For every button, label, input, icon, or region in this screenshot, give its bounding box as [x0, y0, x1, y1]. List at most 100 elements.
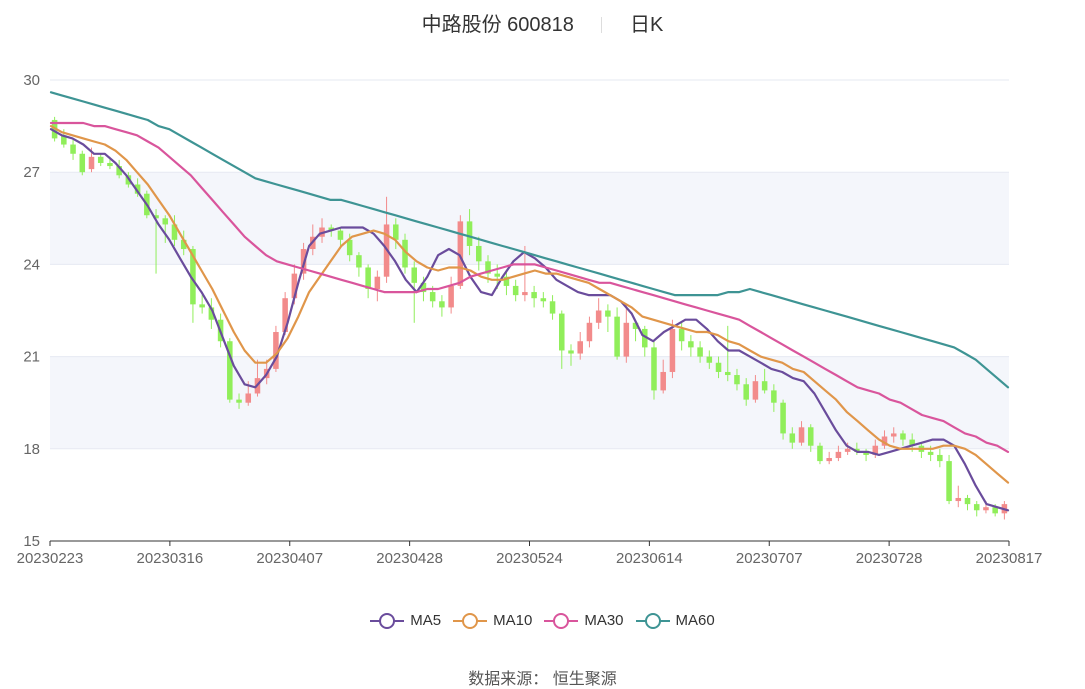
ma30-line: [49, 121, 1010, 453]
candle-down: [503, 276, 510, 286]
plot-background: [50, 172, 1009, 449]
candle-down: [70, 144, 76, 154]
ma5-line: [49, 128, 1010, 512]
candle-down: [429, 292, 436, 302]
title-separator: [601, 17, 603, 33]
x-tick-label: 20230316: [137, 550, 204, 567]
candle-down: [439, 301, 445, 308]
y-tick-label: 24: [23, 256, 40, 273]
candle-down: [180, 239, 187, 250]
legend-item-ma60[interactable]: MA60: [635, 612, 715, 629]
x-tick-label: 20230817: [976, 550, 1043, 567]
candle-down: [337, 230, 344, 240]
candle-down: [190, 249, 196, 305]
candle-down: [79, 153, 86, 173]
candle-down: [494, 273, 500, 277]
stock-name: 中路股份 600818: [421, 14, 574, 36]
candle-down: [162, 218, 169, 225]
y-tick-label: 15: [23, 533, 40, 550]
legend-marker-dot: [462, 612, 479, 629]
candle-down: [411, 267, 418, 283]
data-source: 数据来源： 恒生聚源: [468, 671, 617, 688]
candle-down: [641, 328, 648, 348]
candle-up: [245, 393, 252, 403]
candle-up: [623, 322, 630, 357]
candle-down: [900, 433, 906, 440]
candle-down: [678, 328, 685, 342]
candle-down: [734, 375, 740, 385]
plot-band: [50, 356, 1009, 449]
candle-down: [328, 227, 335, 231]
candle-down: [863, 451, 869, 455]
candle-down: [780, 402, 786, 434]
legend-marker-icon: [370, 612, 405, 629]
ma60-line: [49, 91, 1010, 389]
candle-down: [107, 162, 113, 167]
legend-marker-icon: [635, 612, 670, 629]
gridlines: [50, 79, 1009, 542]
y-tick-label: 27: [23, 164, 40, 181]
candle-down: [688, 341, 694, 348]
candle-down: [771, 390, 777, 403]
y-tick-label: 30: [23, 72, 40, 89]
candle-down: [346, 239, 353, 256]
candle-down: [356, 255, 362, 268]
candle-down: [61, 135, 67, 145]
candle-up: [881, 436, 888, 446]
candle-down: [540, 298, 547, 302]
candle-down: [420, 282, 427, 293]
x-tick-label: 20230728: [856, 550, 923, 567]
candle-up: [890, 433, 897, 437]
candle-up: [872, 445, 879, 455]
x-tick-label: 20230524: [496, 550, 563, 567]
x-tick-label: 20230614: [616, 550, 683, 567]
candle-down: [715, 362, 722, 372]
legend-label: MA10: [493, 612, 533, 629]
legend-marker-icon: [453, 612, 488, 629]
ma10-line: [49, 124, 1010, 484]
candle-down: [153, 215, 159, 219]
candle-down: [485, 261, 491, 274]
legend-item-ma5[interactable]: MA5: [370, 612, 441, 629]
y-tick-label: 21: [23, 349, 40, 366]
candle-down: [807, 427, 814, 446]
candle-up: [586, 322, 593, 342]
candle-up: [660, 371, 666, 391]
candle-down: [466, 221, 473, 246]
candle-down: [651, 347, 657, 391]
candle-down: [531, 292, 537, 299]
candle-down: [632, 322, 639, 329]
candle-up: [577, 341, 583, 354]
legend-item-ma30[interactable]: MA30: [544, 612, 624, 629]
candle-up: [522, 292, 528, 296]
candle-down: [559, 313, 565, 351]
candle-down: [992, 507, 998, 514]
legend-marker-dot: [553, 612, 570, 629]
candles: [51, 116, 1008, 520]
candle-down: [171, 224, 178, 240]
candle-down: [697, 347, 703, 357]
legend-label: MA5: [410, 612, 442, 629]
candle-up: [273, 332, 279, 369]
legend-item-ma10[interactable]: MA10: [453, 612, 532, 629]
candle-up: [835, 451, 842, 459]
candle-down: [937, 454, 943, 462]
candle-up: [983, 507, 989, 511]
y-tick-label: 18: [23, 441, 40, 458]
candle-up: [291, 273, 298, 299]
candle-down: [227, 341, 233, 400]
candle-down: [817, 445, 823, 462]
candle-down: [512, 285, 519, 296]
legend-marker-dot: [379, 612, 396, 629]
x-axis: 20230223 20230316 20230407 20230428 20230524…: [17, 540, 1043, 567]
candle-down: [365, 267, 371, 289]
candle-up: [798, 427, 805, 443]
candle-up: [595, 310, 602, 323]
candle-up: [448, 285, 454, 308]
candle-up: [88, 156, 95, 170]
candle-down: [97, 156, 104, 163]
x-tick-label: 20230223: [17, 550, 84, 567]
x-tick-label: 20230707: [736, 550, 803, 567]
x-tick-label: 20230407: [256, 550, 323, 567]
candle-down: [614, 316, 620, 357]
